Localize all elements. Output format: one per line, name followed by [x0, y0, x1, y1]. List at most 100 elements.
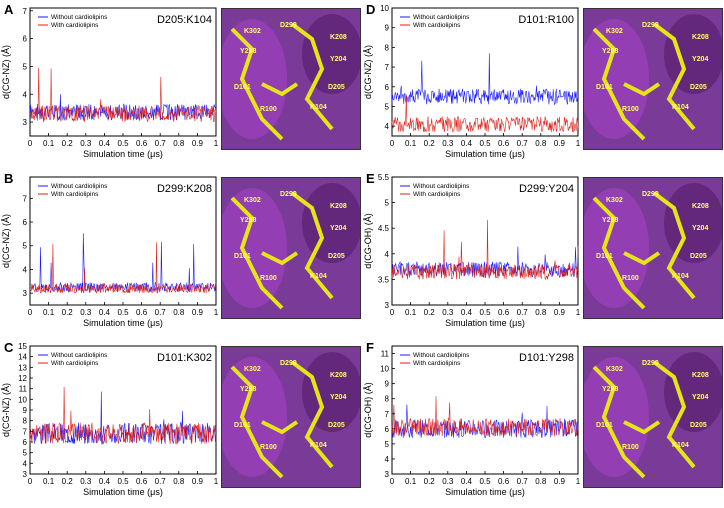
residue-label: Y298 — [602, 386, 618, 393]
residue-label: D101 — [234, 422, 251, 429]
pair-label: D299:K208 — [157, 183, 212, 195]
residue-label: Y204 — [330, 56, 346, 63]
x-tick-label: 0.8 — [535, 477, 547, 486]
x-tick-label: 0.4 — [99, 308, 111, 317]
x-tick-label: 0.8 — [535, 139, 547, 148]
residue-label: D205 — [328, 422, 345, 429]
x-tick-label: 1 — [214, 308, 219, 317]
y-tick-label: 4 — [385, 122, 390, 131]
residue-label: D205 — [690, 422, 707, 429]
x-tick-label: 0 — [390, 139, 395, 148]
y-tick-label: 6 — [23, 438, 28, 447]
residue-label: K208 — [330, 34, 347, 41]
series-with-cardiolipins — [391, 94, 579, 133]
x-tick-label: 0.4 — [461, 477, 473, 486]
y-tick-label: 3 — [385, 301, 390, 310]
panel-f: F 0 0.1 0.2 0.3 0.4 0.5 0.6 0.7 0.8 0.9 1 Simulation… — [362, 338, 724, 507]
y-axis-label: d(CG-OH) (Å) — [363, 213, 373, 269]
y-tick-label: 5 — [385, 199, 390, 208]
y-tick-label: 4 — [385, 455, 390, 464]
legend-without-cardiolipins: Without cardiolipins — [413, 352, 470, 359]
x-tick-label: 0.8 — [173, 477, 185, 486]
y-tick-label: 11 — [19, 385, 28, 394]
y-tick-label: 6 — [385, 83, 390, 92]
x-tick-label: 0.9 — [192, 308, 204, 317]
panel-letter: F — [366, 340, 374, 355]
legend-without-cardiolipins: Without cardiolipins — [413, 14, 470, 21]
residue-label: Y204 — [692, 394, 708, 401]
residue-label: Y298 — [240, 386, 256, 393]
plot-area — [391, 7, 579, 137]
x-tick-label: 0.9 — [192, 477, 204, 486]
x-tick-label: 0.7 — [155, 477, 167, 486]
line-chart: 0 0.1 0.2 0.3 0.4 0.5 0.6 0.7 0.8 0.9 1 Simulation … — [363, 4, 581, 159]
legend-with-cardiolipins: With cardiolipins — [51, 191, 99, 198]
x-tick-label: 1 — [576, 477, 581, 486]
x-tick-label: 1 — [576, 139, 581, 148]
x-tick-label: 0 — [390, 477, 395, 486]
x-tick-label: 0.7 — [155, 308, 167, 317]
residue-label: K302 — [606, 28, 623, 35]
x-tick-label: 0.7 — [517, 308, 529, 317]
x-tick-label: 0.8 — [173, 308, 185, 317]
y-tick-label: 6 — [23, 35, 28, 44]
x-tick-label: 0.3 — [80, 477, 92, 486]
x-axis-label: Simulation time (μs) — [83, 149, 163, 159]
residue-label: R100 — [260, 444, 277, 451]
residue-label: K104 — [672, 104, 689, 111]
x-tick-label: 0.3 — [442, 139, 454, 148]
series-with-cardiolipins — [391, 219, 579, 280]
x-tick-label: 0.2 — [62, 308, 74, 317]
y-axis-label: d(CG-NZ) (Å) — [363, 45, 373, 99]
x-tick-label: 0.5 — [117, 308, 129, 317]
x-tick-label: 0.6 — [498, 139, 510, 148]
residue-label: D299 — [642, 22, 659, 29]
residue-label: K104 — [672, 273, 689, 280]
x-tick-label: 0.6 — [136, 139, 148, 148]
residue-label: K208 — [692, 34, 709, 41]
residue-label: D101 — [596, 84, 613, 91]
y-tick-label: 4.5 — [378, 224, 390, 233]
molecular-structure-image: K302 D299 K208 Y298 Y204 D101 D205 R100 K104 — [221, 177, 361, 319]
y-tick-label: 4 — [23, 265, 28, 274]
x-tick-label: 0.4 — [461, 308, 473, 317]
x-tick-label: 0.3 — [442, 308, 454, 317]
residue-label: R100 — [622, 444, 639, 451]
x-tick-label: 0.5 — [479, 308, 491, 317]
x-tick-label: 0 — [28, 308, 33, 317]
x-tick-label: 0.7 — [155, 139, 167, 148]
residue-label: K302 — [606, 366, 623, 373]
residue-label: D299 — [280, 22, 297, 29]
series-without-cardiolipins — [391, 246, 579, 278]
y-tick-label: 3 — [385, 470, 390, 479]
residue-label: D299 — [642, 191, 659, 198]
residue-label: Y204 — [692, 225, 708, 232]
residue-label: K208 — [692, 372, 709, 379]
x-axis-label: Simulation time (μs) — [445, 487, 525, 497]
panel-c: C 0 0.1 0.2 0.3 0.4 0.5 0.6 0.7 0.8 0.9 1 Simulation… — [0, 338, 362, 507]
y-axis-label: d(CG-NZ) (Å) — [1, 383, 11, 437]
x-tick-label: 0.2 — [424, 477, 436, 486]
legend-with-cardiolipins: With cardiolipins — [51, 22, 99, 29]
residue-label: D101 — [596, 253, 613, 260]
series-without-cardiolipins — [391, 404, 579, 439]
y-axis-label: d(CG-NZ) (Å) — [1, 214, 11, 268]
y-tick-label: 15 — [18, 342, 27, 351]
line-chart: 0 0.1 0.2 0.3 0.4 0.5 0.6 0.7 0.8 0.9 1 Simulation … — [1, 342, 219, 497]
residue-label: D101 — [596, 422, 613, 429]
y-axis-label: d(CG-NZ) (Å) — [1, 45, 11, 99]
x-tick-label: 0.9 — [554, 477, 566, 486]
x-tick-label: 0 — [28, 477, 33, 486]
residue-label: K208 — [330, 203, 347, 210]
residue-label: D101 — [234, 84, 251, 91]
residue-label: Y204 — [330, 394, 346, 401]
panel-letter: E — [366, 171, 375, 186]
residue-label: R100 — [260, 106, 277, 113]
y-tick-label: 3 — [23, 118, 28, 127]
residue-label: K302 — [244, 28, 261, 35]
x-tick-label: 0.3 — [80, 139, 92, 148]
legend-with-cardiolipins: With cardiolipins — [413, 191, 461, 198]
x-tick-label: 0.5 — [117, 477, 129, 486]
